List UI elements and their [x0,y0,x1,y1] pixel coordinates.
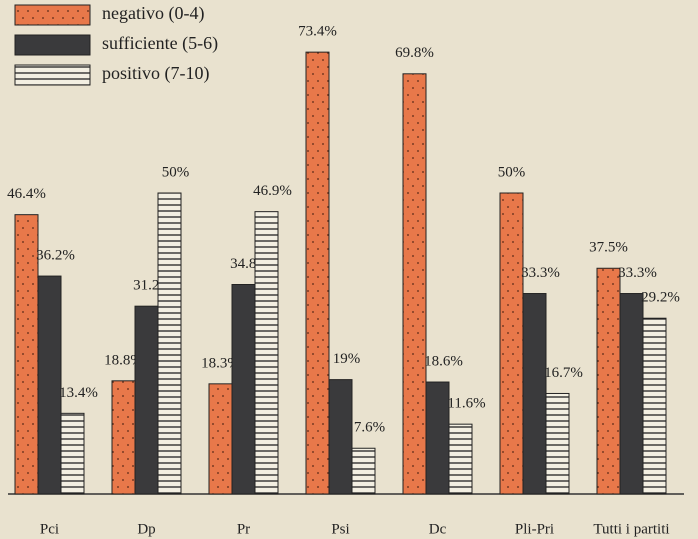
bar [545,392,570,495]
bar [425,381,450,495]
x-tick-label: Dp [137,521,155,537]
value-label: 37.5% [589,240,628,256]
bar [619,293,644,495]
bar [231,284,256,495]
bar [134,305,159,495]
bar [14,214,39,495]
value-label: 33.3% [618,265,657,281]
value-label: 73.4% [298,24,337,40]
value-label: 13.4% [59,385,98,401]
bar [328,379,353,495]
x-tick-label: Pli-Pri [515,521,554,537]
legend-swatch [14,34,91,56]
value-label: 36.2% [36,248,75,264]
bar [208,383,233,495]
value-label: 33.3% [521,265,560,281]
legend-label: negativo (0-4) [102,3,204,24]
bar [499,192,524,495]
legend-label: positivo (7-10) [102,63,210,84]
value-label: 50% [498,164,526,180]
value-label: 50% [162,164,190,180]
value-label: 19% [333,351,361,367]
legend-swatch [14,64,91,86]
value-label: 7.6% [354,420,385,436]
bar [351,447,376,495]
bar [596,267,621,495]
bar [157,192,182,495]
legend-swatch [14,4,91,26]
bar [37,275,62,495]
x-tick-label: Dc [429,521,447,537]
value-label: 29.2% [641,290,680,306]
bar [642,317,667,495]
bar [254,211,279,495]
bar [522,293,547,495]
value-label: 11.6% [447,396,485,412]
bar [448,423,473,495]
x-tick-label: Pr [237,521,250,537]
value-label: 18.6% [424,353,463,369]
value-label: 18.3% [201,355,240,371]
value-label: 46.4% [7,186,46,202]
bar [305,51,330,495]
bar [402,73,427,495]
value-label: 16.7% [544,365,583,381]
x-tick-label: Tutti i partiti [593,521,669,537]
value-label: 46.9% [253,183,292,199]
legend-label: sufficiente (5-6) [102,33,218,54]
bar [111,380,136,495]
x-tick-label: Psi [331,521,349,537]
value-label: 69.8% [395,45,434,61]
value-label: 18.8% [104,352,143,368]
x-tick-label: Pci [40,521,59,537]
bar [60,412,85,495]
